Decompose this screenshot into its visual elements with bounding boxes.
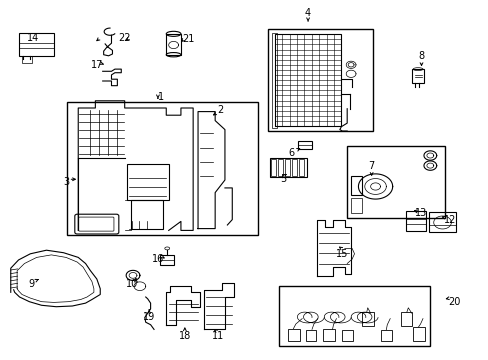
Text: 14: 14 — [27, 33, 40, 43]
Text: 11: 11 — [211, 330, 224, 341]
Text: 13: 13 — [414, 208, 427, 218]
Text: 8: 8 — [418, 51, 424, 61]
Text: 12: 12 — [443, 215, 455, 225]
Text: 6: 6 — [287, 148, 293, 158]
Text: 2: 2 — [217, 105, 223, 115]
Bar — [298, 141, 311, 149]
Bar — [131, 200, 163, 229]
Bar — [267, 29, 372, 131]
Bar — [166, 34, 181, 55]
Bar — [305, 330, 316, 341]
Bar — [21, 56, 32, 63]
Bar — [428, 212, 455, 232]
Text: 20: 20 — [447, 297, 460, 307]
Bar — [381, 330, 391, 341]
Bar — [361, 312, 373, 326]
Bar — [271, 159, 276, 176]
Bar — [322, 329, 334, 341]
Bar — [160, 255, 174, 265]
Bar — [19, 33, 54, 56]
Text: 15: 15 — [335, 249, 348, 259]
Bar — [285, 159, 289, 176]
Bar — [291, 159, 296, 176]
Text: 1: 1 — [158, 92, 164, 102]
Bar — [278, 159, 283, 176]
Bar — [127, 164, 168, 200]
Bar — [271, 33, 276, 128]
Bar — [342, 330, 352, 341]
Bar — [405, 211, 426, 231]
Text: 3: 3 — [63, 177, 69, 187]
Bar — [350, 198, 361, 213]
Bar — [411, 69, 424, 83]
Bar — [287, 329, 299, 341]
Bar — [400, 312, 411, 326]
Bar — [274, 34, 341, 126]
Text: 16: 16 — [151, 254, 164, 264]
Text: 17: 17 — [90, 60, 103, 70]
Text: 5: 5 — [280, 174, 286, 184]
Bar — [412, 327, 425, 341]
Bar — [298, 159, 303, 176]
Text: 21: 21 — [182, 33, 194, 44]
Bar — [269, 158, 306, 177]
Text: 22: 22 — [118, 33, 131, 43]
Bar — [346, 146, 444, 218]
Bar — [350, 176, 361, 195]
Text: 18: 18 — [178, 330, 191, 341]
Bar — [278, 286, 429, 346]
Text: 7: 7 — [368, 161, 374, 171]
Bar — [67, 102, 258, 235]
Text: 10: 10 — [125, 279, 138, 289]
Text: 4: 4 — [305, 8, 310, 18]
Text: 19: 19 — [142, 312, 155, 322]
Text: 9: 9 — [29, 279, 35, 289]
